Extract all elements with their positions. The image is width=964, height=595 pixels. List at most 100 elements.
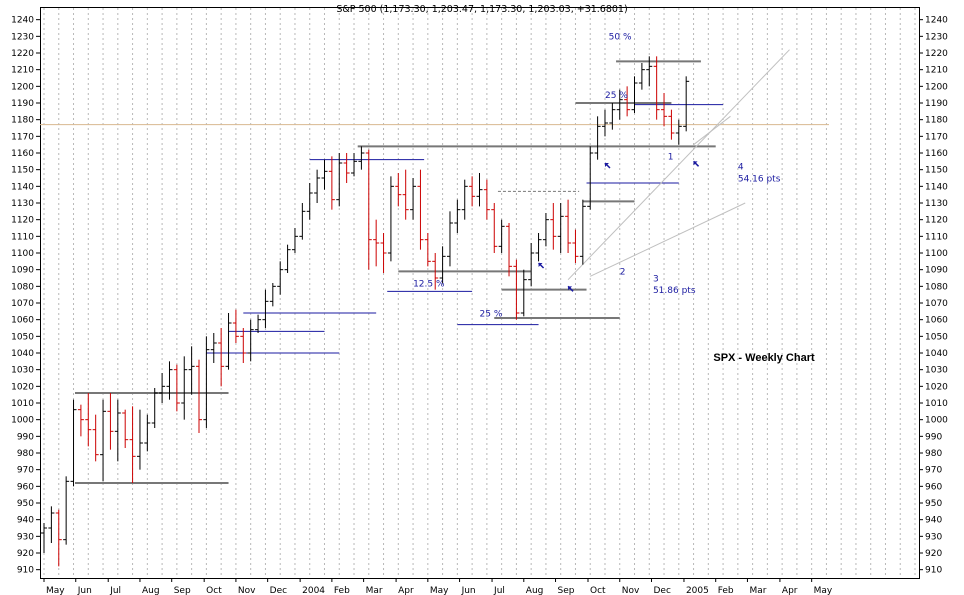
ohlc-bar bbox=[151, 388, 158, 428]
y-tick-label-right: 1220 bbox=[925, 49, 948, 59]
x-tick-label: Nov bbox=[238, 586, 256, 595]
y-tick-label-right: 1000 bbox=[925, 416, 948, 426]
x-tick-label: Aug bbox=[142, 586, 160, 595]
annotations: 50 % 25 % 12.5 % 25 % 1 2 3 51.86 pts 454.16 pts bbox=[413, 33, 781, 320]
ohlc-bar bbox=[129, 406, 136, 483]
ohlc-bar bbox=[321, 159, 328, 190]
y-tick-label-left: 1070 bbox=[11, 299, 34, 309]
x-tick-label: Dec bbox=[653, 586, 670, 595]
y-tick-label-right: 1020 bbox=[925, 382, 948, 392]
y-axis: 910 910 920 920 930 930 940 940 950 950 960 960 970 9… bbox=[11, 16, 948, 576]
ohlc-bar bbox=[542, 213, 549, 247]
y-tick-label-right: 1080 bbox=[925, 282, 948, 292]
y-tick-label-left: 940 bbox=[17, 516, 34, 526]
ohlc-bar bbox=[410, 178, 417, 220]
ohlc-bar bbox=[247, 319, 254, 362]
ohlc-bar bbox=[661, 93, 668, 127]
trend-line bbox=[693, 115, 731, 146]
y-tick-label-right: 1150 bbox=[925, 166, 948, 176]
arrow-head-icon bbox=[604, 163, 609, 167]
y-tick-label-left: 920 bbox=[17, 549, 34, 559]
y-tick-label-left: 1050 bbox=[11, 332, 34, 342]
y-tick-label-left: 1100 bbox=[11, 249, 34, 259]
y-tick-label-right: 1180 bbox=[925, 116, 948, 126]
y-tick-label-left: 960 bbox=[17, 482, 34, 492]
x-tick-label: May bbox=[46, 586, 65, 595]
x-tick-label: May bbox=[430, 586, 449, 595]
y-tick-label-right: 1230 bbox=[925, 32, 948, 42]
y-tick-label-right: 1110 bbox=[925, 232, 948, 242]
y-tick-label-left: 1140 bbox=[11, 182, 34, 192]
ohlc-bar bbox=[557, 203, 564, 253]
ohlc-bar bbox=[631, 76, 638, 113]
y-tick-label-left: 1020 bbox=[11, 382, 34, 392]
ohlc-bar bbox=[358, 146, 365, 170]
x-tick-label: Feb bbox=[718, 586, 734, 595]
y-tick-label-right: 940 bbox=[925, 516, 942, 526]
ohlc-bar bbox=[92, 414, 99, 462]
x-tick-label: Oct bbox=[206, 586, 222, 595]
ohlc-bar bbox=[572, 229, 579, 263]
ohlc-bar bbox=[432, 253, 439, 290]
y-tick-label-right: 990 bbox=[925, 432, 942, 442]
y-tick-label-right: 1170 bbox=[925, 132, 948, 142]
ohlc-bar bbox=[668, 109, 675, 140]
ohlc-bar bbox=[454, 199, 461, 233]
ohlc-bar bbox=[218, 328, 225, 387]
annotation-label: 12.5 % bbox=[413, 279, 445, 289]
x-tick-label: Oct bbox=[590, 586, 606, 595]
y-tick-label-right: 1060 bbox=[925, 316, 948, 326]
ohlc-bar bbox=[55, 509, 62, 567]
ohlc-bar bbox=[240, 328, 247, 363]
x-tick-label: Jun bbox=[77, 586, 92, 595]
y-tick-label-right: 970 bbox=[925, 466, 942, 476]
ohlc-bar bbox=[173, 364, 180, 412]
ohlc-bar bbox=[159, 373, 166, 403]
y-tick-label-left: 1150 bbox=[11, 166, 34, 176]
x-tick-label: Feb bbox=[334, 586, 350, 595]
x-tick-label: Sep bbox=[174, 586, 191, 595]
ohlc-bar bbox=[136, 409, 143, 470]
y-tick-label-left: 1110 bbox=[11, 232, 34, 242]
ohlc-bar bbox=[565, 199, 572, 253]
ohlc-bar bbox=[85, 393, 92, 447]
x-tick-label: Mar bbox=[749, 586, 766, 595]
x-tick-label: Jul bbox=[493, 586, 505, 595]
ohlc-bar bbox=[210, 333, 217, 363]
ohlc-bar bbox=[483, 179, 490, 220]
annotation-label: 50 % bbox=[609, 33, 632, 43]
ohlc-bar bbox=[77, 404, 84, 437]
arrow-head-icon bbox=[538, 263, 543, 267]
y-tick-label-left: 990 bbox=[17, 432, 34, 442]
annotation-label: 2 bbox=[620, 268, 626, 278]
y-tick-label-left: 1160 bbox=[11, 149, 34, 159]
y-tick-label-right: 1200 bbox=[925, 82, 948, 92]
annotation-label: 51.86 pts bbox=[653, 286, 696, 296]
ohlc-bar bbox=[284, 244, 291, 273]
y-tick-label-left: 1080 bbox=[11, 282, 34, 292]
ohlc-bar bbox=[616, 89, 623, 120]
ohlc-bar bbox=[535, 233, 542, 262]
ohlc-bar bbox=[601, 109, 608, 137]
y-tick-label-left: 1120 bbox=[11, 216, 34, 226]
ohlc-bar bbox=[306, 183, 313, 220]
y-tick-label-right: 1100 bbox=[925, 249, 948, 259]
y-tick-label-left: 980 bbox=[17, 449, 34, 459]
y-tick-label-left: 1230 bbox=[11, 32, 34, 42]
chart-name-label: SPX - Weekly Chart bbox=[713, 352, 815, 364]
y-tick-label-right: 910 bbox=[925, 566, 942, 576]
x-tick-label: Mar bbox=[366, 586, 383, 595]
ohlc-bar bbox=[203, 336, 210, 428]
ohlc-bar bbox=[498, 219, 505, 253]
ohlc-bar bbox=[675, 119, 682, 145]
annotation-label: 54.16 pts bbox=[738, 174, 781, 184]
x-tick-label: Apr bbox=[398, 586, 414, 595]
ohlc-bar bbox=[70, 399, 77, 487]
y-tick-label-left: 1220 bbox=[11, 49, 34, 59]
ohlc-bar bbox=[262, 289, 269, 328]
y-tick-label-right: 1010 bbox=[925, 399, 948, 409]
x-tick-label: Jun bbox=[461, 586, 476, 595]
ohlc-bar bbox=[653, 56, 660, 120]
ohlc-bar bbox=[188, 346, 195, 395]
